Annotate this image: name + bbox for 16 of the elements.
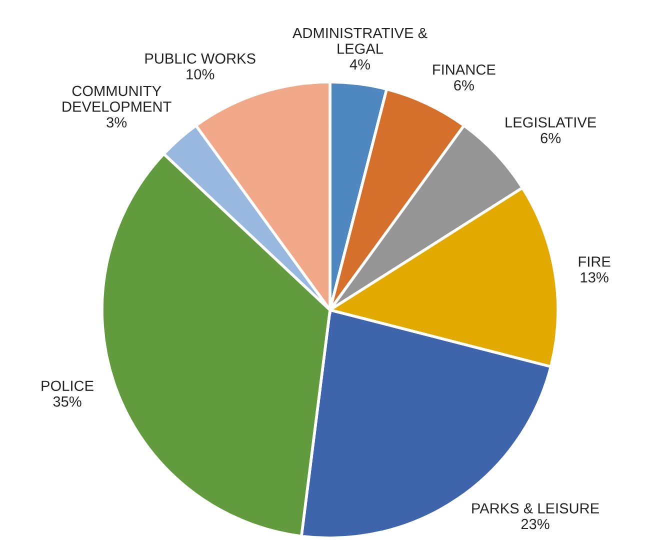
- data-label: 13%: [580, 272, 608, 283]
- data-label: 6%: [540, 132, 561, 144]
- slice-label: FINANCE: [433, 64, 496, 75]
- slice-label: POLICE: [42, 380, 94, 392]
- data-label: 23%: [521, 518, 550, 530]
- data-label: 3%: [106, 117, 127, 128]
- data-label: 35%: [53, 396, 82, 407]
- slice-label: COMMUNITY DEVELOPMENT: [62, 86, 172, 112]
- slice-label: ADMINISTRATIVE & LEGAL: [292, 28, 428, 54]
- slice-label: FIRE: [578, 256, 610, 267]
- data-label: 4%: [350, 59, 370, 70]
- data-label: 6%: [454, 80, 474, 90]
- slice-label: PARKS & LEISURE: [472, 503, 599, 514]
- slice-label: PUBLIC WORKS: [145, 53, 256, 64]
- data-label: 10%: [186, 69, 214, 80]
- slice-label: LEGISLATIVE: [506, 117, 596, 128]
